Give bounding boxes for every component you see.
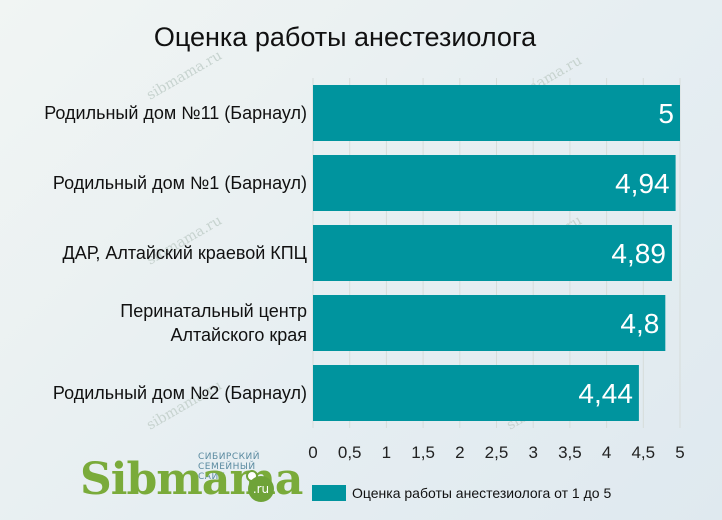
- logo-suffix: .ru: [248, 476, 274, 502]
- bar-value-label: 4,44: [578, 378, 633, 409]
- bar-value-label: 4,8: [620, 308, 659, 339]
- category-label: Перинатальный центр: [120, 301, 307, 321]
- category-labels: Родильный дом №11 (Барнаул) Родильный дом…: [44, 103, 307, 403]
- x-tick-label: 4: [602, 443, 611, 462]
- x-tick-label: 0: [308, 443, 317, 462]
- bar: [313, 365, 639, 421]
- category-label: Родильный дом №1 (Барнаул): [53, 173, 307, 193]
- category-label: Родильный дом №11 (Барнаул): [44, 103, 307, 123]
- legend: Оценка работы анестезиолога от 1 до 5: [312, 485, 611, 501]
- bar-value-label: 5: [658, 98, 674, 129]
- bar: [313, 155, 676, 211]
- bar: [313, 225, 672, 281]
- watermark-text: sibmama.ru: [144, 48, 225, 104]
- category-label: Родильный дом №2 (Барнаул): [53, 383, 307, 403]
- x-tick-label: 1: [382, 443, 391, 462]
- bar-value-label: 4,94: [615, 168, 670, 199]
- x-tick-label: 5: [675, 443, 684, 462]
- x-tick-label: 2: [455, 443, 464, 462]
- chart-title: Оценка работы анестезиолога: [153, 22, 537, 52]
- legend-swatch: [312, 485, 346, 501]
- logo-tagline: СИБИРСКИЙ СЕМЕЙНЫЙ САЙТ: [198, 452, 260, 482]
- x-tick-label: 4,5: [631, 443, 655, 462]
- legend-label: Оценка работы анестезиолога от 1 до 5: [352, 485, 611, 501]
- category-label: Алтайского края: [170, 325, 307, 345]
- bar: [313, 295, 666, 351]
- x-tick-label: 2,5: [485, 443, 509, 462]
- x-tick-label: 1,5: [411, 443, 435, 462]
- x-tick-label: 3: [528, 443, 537, 462]
- sibmama-logo: СИБИРСКИЙ СЕМЕЙНЫЙ САЙТ Sibmama .ru: [80, 448, 303, 508]
- bar: [313, 85, 680, 141]
- x-tick-label: 3,5: [558, 443, 582, 462]
- bars: 5 4,94 4,89 4,8 4,44: [313, 85, 680, 421]
- x-tick-label: 0,5: [338, 443, 362, 462]
- category-label: ДАР, Алтайский краевой КПЦ: [63, 243, 307, 263]
- tick-labels: 0 0,5 1 1,5 2 2,5 3 3,5 4 4,5 5: [308, 443, 684, 462]
- bar-value-label: 4,89: [611, 238, 666, 269]
